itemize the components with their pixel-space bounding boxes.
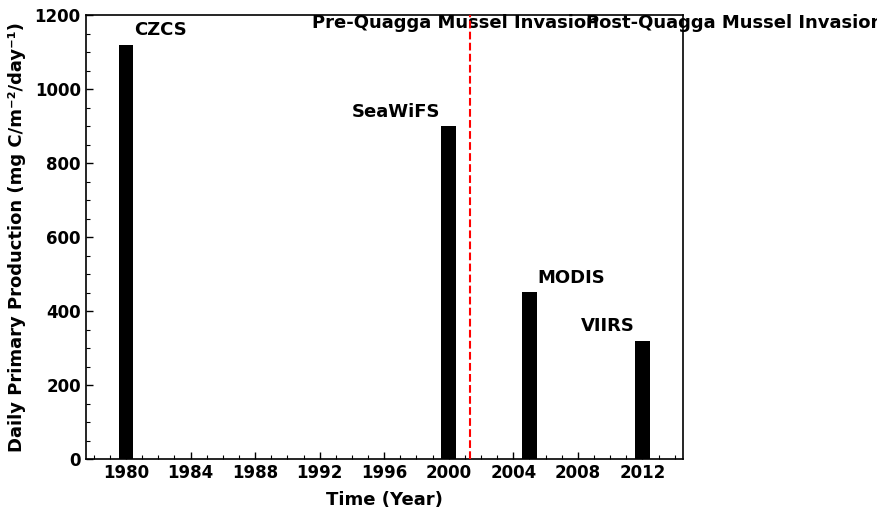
Y-axis label: Daily Primary Production (mg C/m⁻²/day⁻¹): Daily Primary Production (mg C/m⁻²/day⁻¹…: [8, 22, 26, 452]
Text: MODIS: MODIS: [537, 269, 604, 286]
Bar: [522, 292, 536, 460]
Bar: [441, 126, 455, 460]
Text: Pre-Quagga Mussel Invasion: Pre-Quagga Mussel Invasion: [311, 14, 598, 32]
Bar: [634, 341, 649, 460]
Text: SeaWiFS: SeaWiFS: [352, 103, 440, 121]
Bar: [118, 45, 133, 460]
Text: Post-Quagga Mussel Invasion: Post-Quagga Mussel Invasion: [585, 14, 877, 32]
Text: CZCS: CZCS: [134, 21, 187, 39]
Text: VIIRS: VIIRS: [580, 317, 633, 336]
X-axis label: Time (Year): Time (Year): [325, 491, 442, 509]
